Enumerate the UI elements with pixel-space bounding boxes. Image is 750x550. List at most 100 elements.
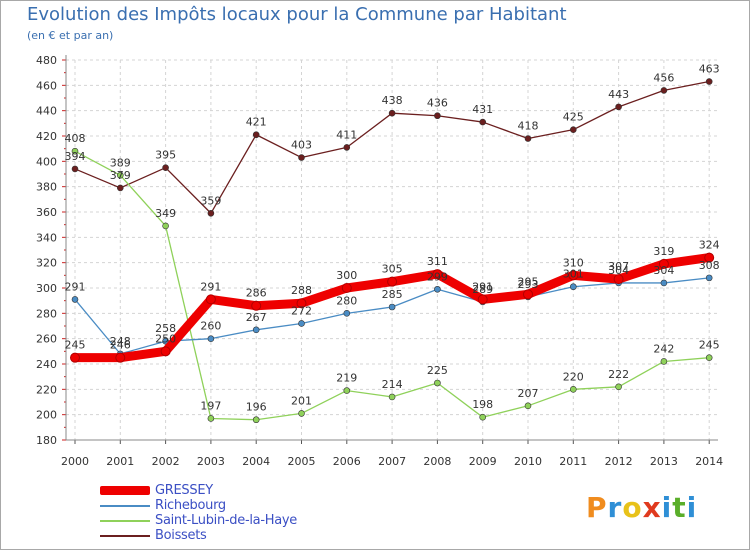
data-label-boissets: 431 [472, 103, 493, 116]
data-point-boissets [343, 144, 351, 151]
data-point-richebourg [705, 274, 713, 282]
data-label-gressey: 295 [518, 275, 539, 288]
data-point-saint-lubin [343, 387, 351, 394]
data-label-richebourg: 291 [65, 280, 86, 293]
data-label-boissets: 425 [563, 111, 584, 124]
data-point-gressey [477, 294, 488, 305]
data-point-boissets [705, 78, 713, 85]
data-label-richebourg: 248 [110, 335, 131, 348]
x-tick-label: 2007 [378, 455, 406, 468]
y-tick-label: 320 [36, 257, 57, 270]
data-label-richebourg: 260 [200, 320, 221, 333]
data-point-boissets [207, 209, 215, 217]
data-point-gressey [160, 346, 171, 357]
x-tick-label: 2013 [650, 455, 678, 468]
data-point-gressey [387, 276, 398, 287]
data-label-saint-lubin: 349 [155, 207, 176, 220]
data-point-saint-lubin [298, 410, 305, 417]
data-point-richebourg [660, 279, 668, 287]
data-point-richebourg [434, 285, 441, 293]
data-point-gressey [658, 258, 669, 269]
data-label-saint-lubin: 196 [246, 401, 267, 414]
x-tick-label: 2008 [423, 455, 451, 468]
data-label-saint-lubin: 408 [65, 132, 86, 145]
data-label-gressey: 300 [336, 269, 357, 282]
data-label-richebourg: 289 [472, 283, 493, 296]
data-point-saint-lubin [207, 415, 215, 422]
data-point-saint-lubin [705, 354, 713, 361]
y-tick-label: 260 [36, 333, 57, 346]
x-tick-label: 2005 [288, 455, 316, 468]
data-point-boissets [569, 126, 577, 133]
data-label-boissets: 463 [699, 63, 720, 76]
data-point-richebourg [569, 283, 577, 291]
data-label-gressey: 286 [246, 287, 267, 300]
data-point-saint-lubin [434, 379, 441, 387]
legend-swatch-saint-lubin [100, 520, 150, 522]
data-point-saint-lubin [71, 147, 79, 155]
data-point-saint-lubin [252, 416, 260, 424]
data-label-saint-lubin: 222 [608, 368, 629, 381]
data-point-boissets [524, 135, 532, 142]
x-tick-label: 2006 [333, 455, 361, 468]
data-point-richebourg [388, 303, 396, 311]
legend-label-gressey: GRESSEY [155, 483, 213, 498]
data-label-boissets: 436 [427, 97, 448, 110]
data-label-boissets: 359 [200, 194, 221, 207]
x-tick-label: 2012 [605, 455, 633, 468]
x-tick-label: 2009 [469, 455, 497, 468]
axes: 180 200 220 240 260 280 300 320 340 360 380 400 420 4… [36, 54, 723, 468]
logo-letter: P [586, 491, 608, 524]
data-label-richebourg: 299 [427, 270, 448, 283]
data-point-saint-lubin [569, 386, 577, 393]
data-point-gressey [341, 283, 352, 293]
data-point-boissets [252, 131, 260, 139]
data-label-saint-lubin: 220 [563, 370, 584, 383]
y-tick-label: 400 [36, 155, 57, 168]
legend-swatch-boissets [100, 535, 150, 537]
series-group [70, 78, 715, 424]
proxiti-logo: Proxiti [586, 491, 697, 524]
data-label-gressey: 311 [427, 255, 448, 268]
y-tick-label: 300 [36, 282, 57, 295]
data-label-richebourg: 308 [699, 259, 720, 272]
data-label-boissets: 438 [382, 94, 403, 107]
data-point-gressey [704, 252, 715, 263]
legend-label-richebourg: Richebourg [155, 498, 226, 513]
data-label-saint-lubin: 214 [382, 378, 403, 391]
data-point-saint-lubin [615, 383, 622, 391]
data-point-boissets [71, 165, 79, 173]
chart-subtitle: (en € et par an) [27, 29, 114, 42]
data-point-saint-lubin [524, 402, 532, 410]
data-label-saint-lubin: 197 [200, 399, 221, 412]
x-tick-label: 2004 [242, 455, 270, 468]
data-label-gressey: 246 [110, 339, 131, 352]
data-label-boissets: 379 [110, 169, 131, 182]
data-label-boissets: 418 [518, 120, 539, 133]
data-label-boissets: 403 [291, 139, 312, 152]
y-tick-label: 440 [36, 105, 57, 118]
data-point-gressey [115, 352, 126, 363]
data-label-boissets: 395 [155, 149, 176, 162]
data-label-gressey: 305 [382, 263, 403, 276]
y-tick-label: 360 [36, 206, 57, 219]
logo-letter: t [672, 491, 687, 524]
data-point-boissets [660, 87, 668, 94]
x-tick-label: 2002 [152, 455, 180, 468]
data-label-richebourg: 258 [155, 322, 176, 335]
data-label-saint-lubin: 198 [472, 398, 493, 411]
data-label-richebourg: 272 [291, 304, 312, 317]
data-label-boissets: 411 [336, 128, 357, 141]
data-point-gressey [205, 294, 216, 305]
legend-swatch-richebourg [100, 505, 150, 507]
data-point-richebourg [298, 320, 305, 327]
data-point-saint-lubin [479, 413, 487, 421]
data-point-gressey [432, 269, 443, 280]
data-point-richebourg [207, 335, 215, 342]
data-label-boissets: 421 [246, 116, 267, 129]
data-label-richebourg: 280 [336, 294, 357, 307]
data-point-richebourg [71, 296, 79, 303]
data-point-gressey [70, 352, 80, 363]
data-label-gressey: 319 [653, 245, 674, 258]
